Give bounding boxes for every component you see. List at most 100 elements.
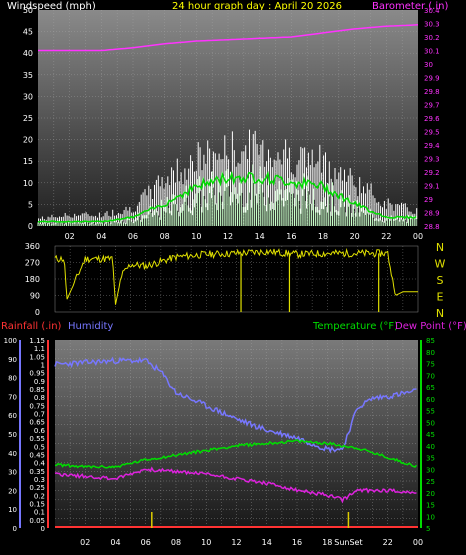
rain-y-tick: 0.35 <box>29 468 45 476</box>
temp-y-tick: 10 <box>426 513 435 521</box>
chart-title: 24 hour graph day : April 20 2026 <box>172 1 342 12</box>
humidity-y-tick: 10 <box>8 506 17 514</box>
temp-x-tick: 06 <box>141 538 151 547</box>
barometer-y-tick: 29.4 <box>424 142 440 150</box>
wind-average-line <box>37 170 417 223</box>
rain-y-tick: 0.85 <box>29 386 45 394</box>
wind-y-tick: 10 <box>23 179 33 188</box>
wind-x-tick: 22 <box>381 232 391 241</box>
barometer-y-tick: 28.9 <box>424 210 440 218</box>
rain-y-tick: 0.45 <box>29 451 45 459</box>
temperature-line <box>55 438 418 469</box>
humidity-line <box>54 356 417 454</box>
rain-y-tick: 1.15 <box>29 337 45 345</box>
rain-y-tick: 0.65 <box>29 419 45 427</box>
wind-y-tick: 20 <box>23 136 33 145</box>
wind-x-tick: 14 <box>255 232 265 241</box>
rain-y-tick: 0.25 <box>29 484 45 492</box>
rain-y-tick: 0 <box>41 525 45 533</box>
rain-y-tick: 0.6 <box>34 427 46 435</box>
barometer-y-tick: 29.5 <box>424 129 440 137</box>
direction-compass-label: W <box>435 258 446 271</box>
barometer-y-tick: 29.7 <box>424 102 440 110</box>
temp-y-tick: 30 <box>426 466 435 474</box>
temp-x-tick: 14 <box>262 538 272 547</box>
direction-compass-label: E <box>437 291 444 304</box>
temp-y-tick: 35 <box>426 455 435 463</box>
barometer-y-tick: 30.2 <box>424 34 440 42</box>
rain-y-tick: 0.7 <box>34 411 45 419</box>
rain-y-tick: 1.1 <box>34 345 45 353</box>
rain-y-tick: 0.95 <box>29 370 45 378</box>
wind-x-tick: 08 <box>160 232 170 241</box>
wind-x-tick: 00 <box>413 232 423 241</box>
rain-y-tick: 1 <box>41 362 45 370</box>
temp-x-tick: 02 <box>80 538 90 547</box>
humidity-y-tick: 80 <box>8 375 17 383</box>
temp-y-tick: 40 <box>426 443 435 451</box>
wind-x-tick: 12 <box>223 232 233 241</box>
temp-x-tick: 00 <box>413 538 423 547</box>
temp-y-tick: 20 <box>426 490 435 498</box>
temp-y-tick: 70 <box>426 372 435 380</box>
barometer-y-tick: 30.1 <box>424 48 440 56</box>
direction-compass-label: N <box>436 241 444 254</box>
humidity-y-tick: 70 <box>8 393 17 401</box>
temp-y-tick: 55 <box>426 408 435 416</box>
direction-y-tick: 90 <box>30 292 40 301</box>
barometer-y-tick: 29.9 <box>424 75 440 83</box>
rain-y-tick: 0.75 <box>29 402 45 410</box>
wind-x-tick: 20 <box>350 232 360 241</box>
direction-y-tick: 0 <box>35 308 40 317</box>
wind-x-tick: 18 <box>318 232 328 241</box>
wind-x-tick: 06 <box>128 232 138 241</box>
windspeed-label: Windspeed (mph) <box>7 1 96 12</box>
barometer-label: Barometer (.in) <box>372 1 449 12</box>
wind-x-tick: 16 <box>286 232 296 241</box>
rain-y-tick: 0.2 <box>34 492 45 500</box>
barometer-y-tick: 29.3 <box>424 156 440 164</box>
direction-y-tick: 270 <box>25 259 40 268</box>
temp-y-tick: 65 <box>426 384 435 392</box>
temp-y-tick: 50 <box>426 419 435 427</box>
barometer-y-tick: 28.8 <box>424 223 440 231</box>
temp-x-tick: 04 <box>110 538 120 547</box>
humidity-y-tick: 50 <box>8 431 17 439</box>
barometer-y-tick: 29.8 <box>424 88 440 96</box>
barometer-y-tick: 29.6 <box>424 115 440 123</box>
temp-x-tick: 08 <box>171 538 181 547</box>
rain-y-tick: 0.4 <box>34 460 46 468</box>
wind-y-tick: 40 <box>23 49 33 58</box>
barometer-y-tick: 29.1 <box>424 183 440 191</box>
temp-y-tick: 60 <box>426 396 435 404</box>
sunset-label: SunSet <box>334 538 362 547</box>
temp-x-tick: 18 <box>322 538 332 547</box>
dewpoint-label: Dew Point (°F) <box>395 321 466 332</box>
rain-y-tick: 0.3 <box>34 476 45 484</box>
barometer-y-tick: 29 <box>424 196 433 204</box>
rain-y-tick: 0.9 <box>34 378 45 386</box>
wind-x-tick: 02 <box>65 232 75 241</box>
wind-y-tick: 35 <box>23 71 33 80</box>
wind-y-tick: 50 <box>23 6 33 15</box>
rain-y-tick: 0.1 <box>34 509 45 517</box>
humidity-y-tick: 90 <box>8 356 17 364</box>
temp-x-tick: 12 <box>231 538 241 547</box>
humidity-y-tick: 0 <box>13 525 17 533</box>
temp-x-tick: 16 <box>292 538 302 547</box>
humidity-y-tick: 40 <box>8 450 17 458</box>
humidity-label: Humidity <box>68 321 114 332</box>
barometer-y-tick: 30 <box>424 61 433 69</box>
direction-y-tick: 180 <box>25 275 40 284</box>
humidity-y-tick: 100 <box>4 337 17 345</box>
temp-x-tick: 10 <box>201 538 211 547</box>
wind-y-tick: 30 <box>23 92 33 101</box>
rain-y-tick: 0.05 <box>29 517 45 525</box>
wind-y-tick: 5 <box>28 200 33 209</box>
dewpoint-line <box>54 466 417 504</box>
direction-line <box>54 247 418 305</box>
direction-y-tick: 360 <box>25 242 40 251</box>
rain-y-tick: 0.5 <box>34 443 45 451</box>
wind-y-tick: 25 <box>23 114 33 123</box>
